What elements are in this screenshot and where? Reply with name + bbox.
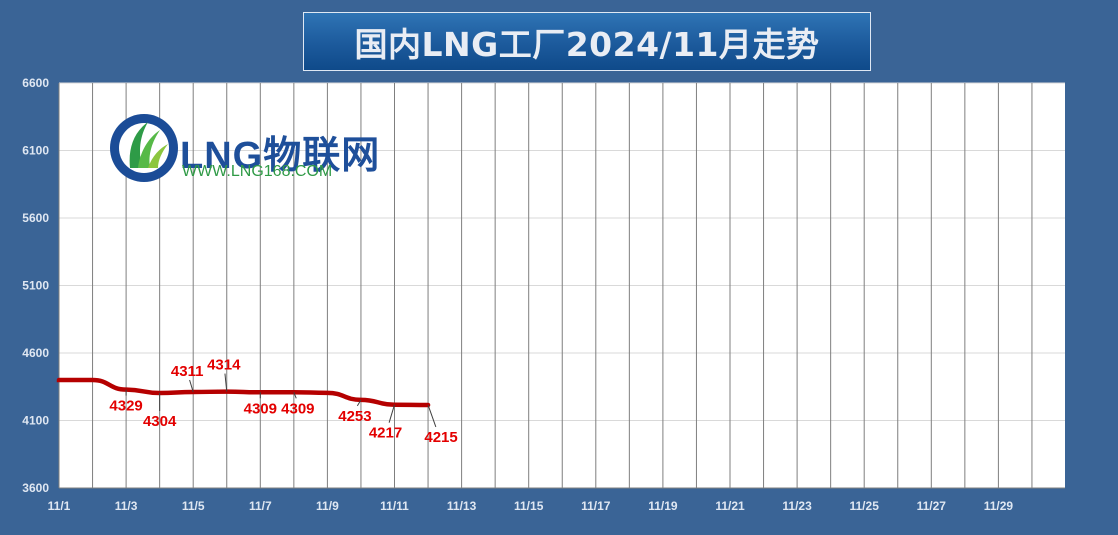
data-label: 4304 [143,413,177,430]
x-tick-label: 11/5 [182,499,205,513]
data-label: 4314 [207,357,241,374]
data-label: 4217 [369,425,402,442]
data-label-leader [356,399,362,407]
x-tick-label: 11/9 [316,499,339,513]
logo-brand-text: LNG物联网 [180,135,381,177]
y-tick-label: 6600 [22,76,49,90]
data-label: 4253 [338,408,371,425]
x-tick-label: 11/15 [514,499,544,513]
data-label: 4309 [244,400,277,417]
data-label-leader [427,404,437,428]
chart-title: 国内LNG工厂2024/11月走势 [354,24,820,64]
logo-url-text: WWW.LNG168.COM [182,163,333,180]
x-tick-label: 11/23 [782,499,812,513]
y-tick-label: 5600 [22,211,49,225]
y-tick-label: 5100 [22,279,49,293]
x-tick-label: 11/7 [249,499,272,513]
x-tick-label: 11/29 [984,499,1014,513]
x-tick-label: 11/27 [917,499,947,513]
data-label-leader [189,379,194,393]
logo-emblem-icon [110,114,178,182]
x-tick-label: 11/19 [648,499,678,513]
series-line [56,377,431,408]
x-tick-label: 11/11 [380,499,409,513]
data-label-leader [224,373,228,392]
y-tick-label: 6100 [22,144,49,158]
data-label: 4309 [281,400,314,417]
x-tick-label: 11/25 [850,499,880,513]
data-label-leader [388,404,395,423]
data-label: 4329 [109,398,142,415]
x-tick-label: 11/1 [48,499,71,513]
y-tick-label: 3600 [22,481,49,495]
x-tick-label: 11/13 [447,499,477,513]
x-tick-label: 11/3 [115,499,138,513]
data-label: 4215 [424,429,457,446]
data-label-leader [293,392,297,399]
chart-title-box: 国内LNG工厂2024/11月走势 [303,12,871,71]
x-tick-label: 11/17 [581,499,611,513]
lng-logo: LNG物联网 WWW.LNG168.COM [108,110,398,190]
data-label: 4311 [171,363,204,380]
y-tick-label: 4100 [22,414,49,428]
y-tick-label: 4600 [22,346,49,360]
x-tick-label: 11/21 [715,499,745,513]
